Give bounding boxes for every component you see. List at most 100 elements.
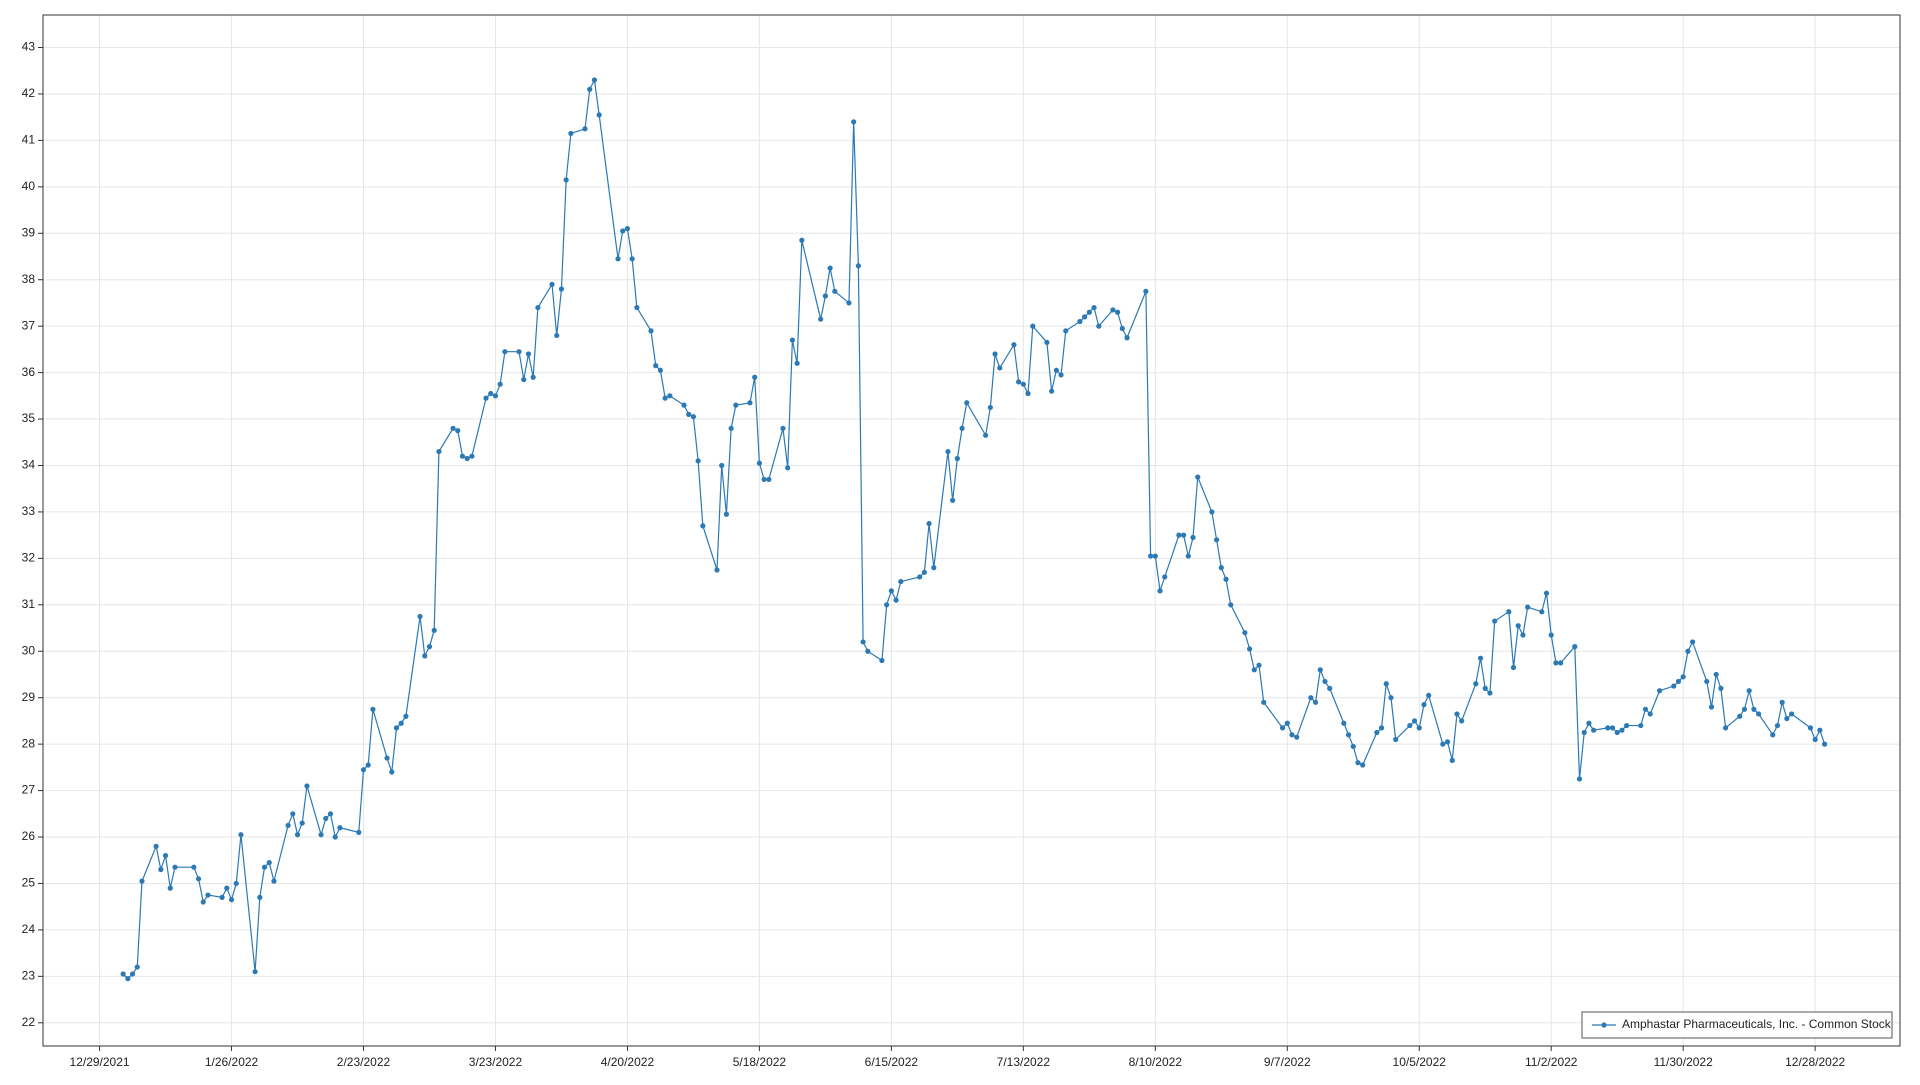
data-point (794, 360, 800, 366)
data-point (1515, 623, 1521, 629)
data-point (747, 400, 753, 406)
data-point (587, 86, 593, 92)
y-tick-label: 27 (22, 783, 36, 797)
data-point (596, 112, 602, 118)
data-point (271, 878, 277, 884)
data-point (1407, 722, 1413, 729)
data-point (624, 226, 631, 232)
data-point (1176, 532, 1182, 538)
data-point (1157, 588, 1163, 594)
data-point (525, 351, 532, 357)
data-point (879, 657, 885, 664)
y-tick-label: 36 (22, 365, 36, 379)
data-point (356, 829, 362, 835)
data-point (756, 460, 763, 466)
data-point (1322, 678, 1328, 685)
data-point (1680, 674, 1686, 680)
data-point (1426, 692, 1432, 698)
data-point (648, 328, 654, 334)
data-point (554, 332, 560, 339)
data-point (733, 402, 739, 408)
data-point (129, 971, 136, 977)
data-point (1119, 325, 1125, 332)
data-point (492, 393, 499, 399)
data-point (1374, 729, 1380, 736)
data-point (403, 713, 409, 719)
data-point (1082, 314, 1088, 320)
data-point (1576, 776, 1583, 782)
data-point (1341, 720, 1347, 726)
data-point (695, 458, 701, 464)
y-tick-label: 30 (22, 643, 36, 657)
data-point (728, 425, 734, 431)
data-point (1723, 725, 1729, 731)
data-point (1416, 725, 1422, 731)
data-point (1393, 736, 1399, 743)
data-point (431, 627, 437, 633)
data-point (1581, 729, 1587, 736)
data-point (1690, 639, 1696, 645)
data-point (393, 725, 400, 731)
data-point (384, 755, 390, 761)
data-point (752, 374, 758, 380)
data-point (1261, 699, 1267, 705)
x-tick-label: 2/23/2022 (337, 1055, 391, 1069)
data-point (827, 265, 833, 271)
data-point (799, 237, 805, 243)
data-point (987, 404, 993, 411)
data-point (1572, 644, 1578, 650)
data-point (690, 414, 697, 420)
data-point (1115, 309, 1121, 315)
y-tick-label: 43 (22, 40, 36, 54)
data-point (1520, 632, 1526, 638)
data-point (563, 177, 569, 183)
data-point (1812, 736, 1818, 743)
data-point (436, 448, 442, 455)
data-point (172, 864, 178, 870)
data-point (1317, 667, 1323, 673)
data-point (723, 511, 730, 517)
data-point (502, 349, 508, 355)
data-point (1242, 630, 1248, 636)
data-point (568, 130, 574, 137)
data-point (1251, 667, 1257, 673)
legend-marker (1601, 1022, 1607, 1028)
data-point (426, 644, 433, 650)
data-point (1195, 474, 1201, 480)
x-tick-label: 12/29/2021 (70, 1055, 130, 1069)
y-tick-label: 37 (22, 318, 36, 332)
x-tick-label: 9/7/2022 (1264, 1055, 1311, 1069)
data-point (327, 811, 334, 817)
data-point (1473, 681, 1479, 687)
data-point (464, 455, 470, 462)
data-point (865, 648, 871, 654)
data-point (1124, 335, 1130, 341)
data-point (1624, 722, 1630, 729)
data-point (1152, 553, 1158, 559)
data-point (1053, 367, 1059, 373)
data-point (1350, 743, 1356, 750)
data-point (422, 653, 428, 659)
data-point (1049, 388, 1055, 394)
data-point (1213, 537, 1220, 543)
data-point (926, 520, 932, 527)
data-point (1737, 713, 1743, 719)
data-point (1020, 381, 1026, 387)
data-point (667, 393, 673, 399)
x-tick-label: 11/30/2022 (1654, 1055, 1713, 1069)
data-point (1510, 664, 1517, 671)
data-point (855, 263, 861, 269)
data-point (1807, 725, 1814, 731)
data-point (1086, 309, 1092, 315)
data-point (657, 367, 664, 373)
data-point (266, 859, 272, 866)
data-point (1685, 648, 1691, 654)
data-point (945, 448, 951, 455)
data-point (455, 428, 461, 434)
data-point (304, 783, 310, 789)
data-point (1110, 307, 1116, 313)
x-tick-label: 3/23/2022 (469, 1055, 523, 1069)
x-tick-label: 8/10/2022 (1129, 1055, 1183, 1069)
data-point (1058, 372, 1064, 378)
series-line (122, 78, 1826, 980)
